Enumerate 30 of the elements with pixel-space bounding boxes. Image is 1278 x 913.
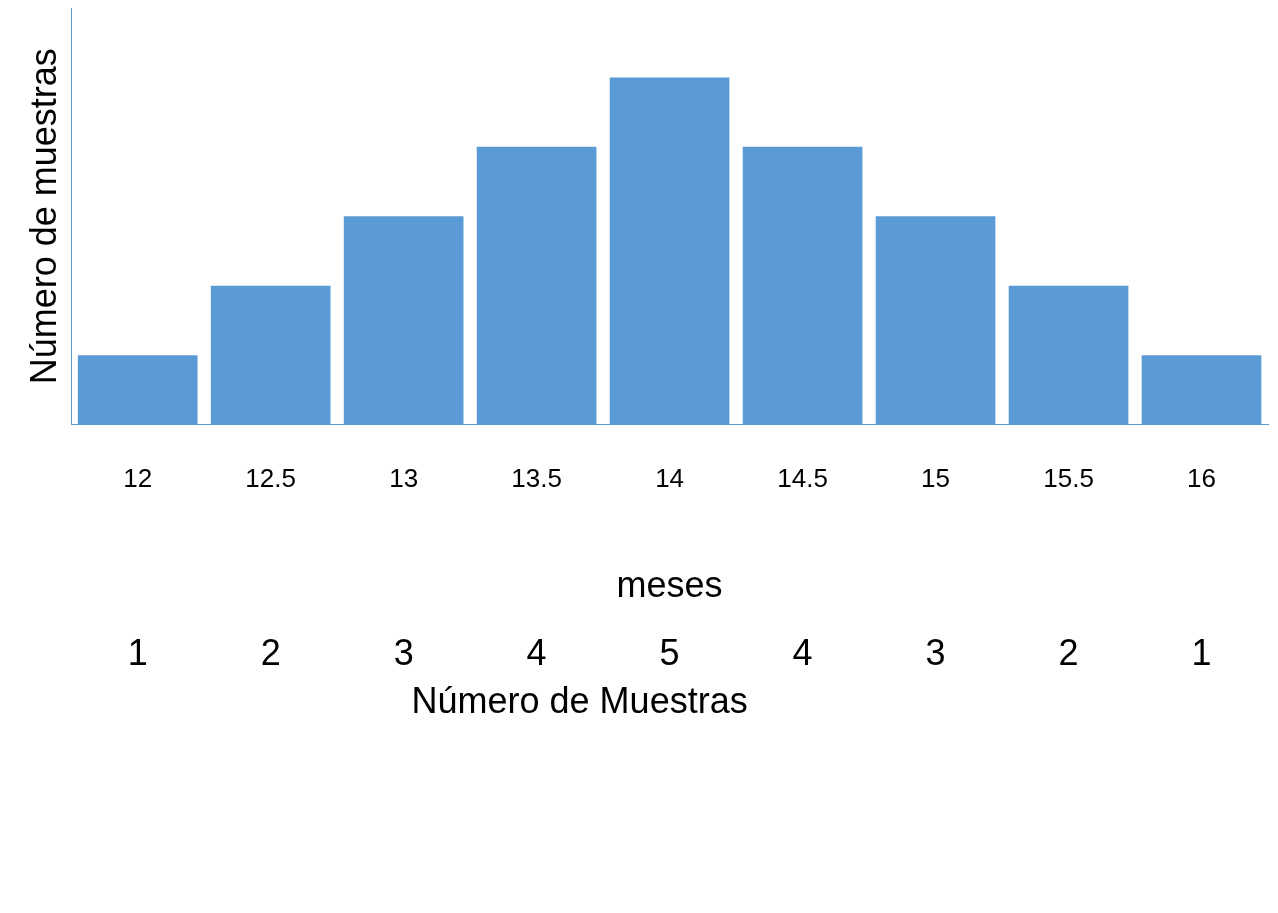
bar xyxy=(476,146,597,425)
x-tick-label: 12 xyxy=(123,463,153,494)
x-tick-label: 13.5 xyxy=(511,463,562,494)
x-tick-label: 12.5 xyxy=(245,463,296,494)
data-label: 2 xyxy=(260,631,281,673)
bar xyxy=(1008,285,1129,425)
data-label: 3 xyxy=(925,631,946,673)
x-axis-title: meses xyxy=(616,564,723,606)
data-label: 5 xyxy=(659,631,680,673)
text: Número de Muestras xyxy=(411,679,748,721)
data-label: 1 xyxy=(1191,631,1212,673)
bar xyxy=(210,285,331,425)
data-label: 2 xyxy=(1058,631,1079,673)
x-tick-label: 15 xyxy=(921,463,951,494)
x-tick-label: 14.5 xyxy=(777,463,828,494)
bar xyxy=(742,146,863,425)
data-label: 1 xyxy=(127,631,148,673)
x-tick-label: 16 xyxy=(1187,463,1216,494)
data-label: 4 xyxy=(526,631,547,673)
bar xyxy=(1141,355,1262,425)
bar xyxy=(343,216,464,425)
bar xyxy=(77,355,198,425)
bar xyxy=(875,216,996,425)
bar xyxy=(609,77,730,425)
x-tick-label: 14 xyxy=(655,463,685,494)
x-tick-label: 15.5 xyxy=(1043,463,1094,494)
x-tick-label: 13 xyxy=(389,463,419,494)
data-label: 3 xyxy=(393,631,414,673)
data-label: 4 xyxy=(792,631,813,673)
y-axis-title: Número de muestras xyxy=(22,48,64,385)
